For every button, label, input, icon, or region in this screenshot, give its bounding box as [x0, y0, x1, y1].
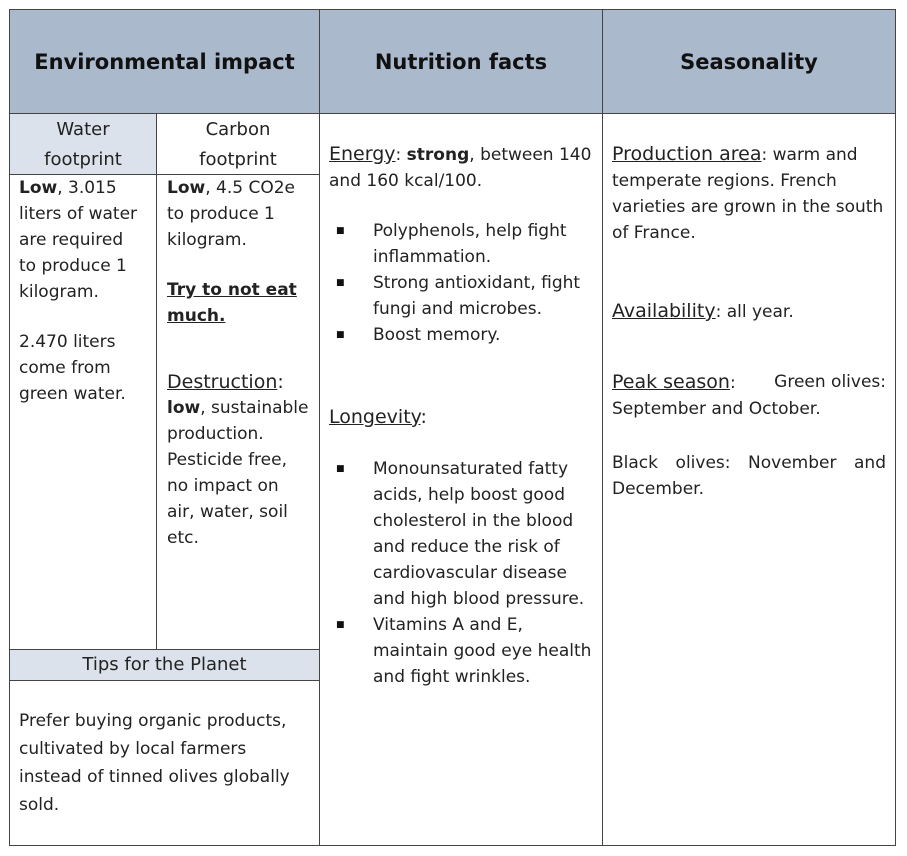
- longevity-bullet-list: Monounsaturated fatty acids, help boost g…: [329, 456, 599, 690]
- water-title-line1: Water: [56, 119, 110, 140]
- header-seasonality: Seasonality: [602, 9, 896, 114]
- energy-colon: :: [395, 145, 407, 165]
- carbon-low-text: , 4.5 CO2e: [205, 178, 295, 198]
- header-environmental-impact: Environmental impact: [9, 9, 320, 114]
- production-line3: varieties are grown in the south: [612, 197, 884, 217]
- destruction-label: Destruction: [167, 371, 278, 393]
- energy-bullet-list: Polyphenols, help fight inflammation. Str…: [329, 218, 599, 348]
- longevity-bullet-vitamins: Vitamins A and E, maintain good eye healt…: [329, 612, 599, 690]
- seasonality-text: Production area: warm and temperate regi…: [612, 141, 886, 502]
- water-footprint-text: Low, 3.015 liters of water are required …: [19, 175, 153, 407]
- tips-line2: cultivated by local farmers: [19, 739, 247, 759]
- energy-bullet-antioxidant: Strong antioxidant, fight fungi and micro…: [329, 270, 599, 322]
- tips-line1: Prefer buying organic products,: [19, 711, 287, 731]
- carbon-line3: kilogram.: [167, 230, 247, 250]
- availability-colon: :: [715, 302, 722, 322]
- water-line3: are required: [19, 230, 124, 250]
- nutrition-text: Energy: strong, between 140 and 160 kcal…: [329, 141, 599, 690]
- tips-header: Tips for the Planet: [9, 649, 320, 681]
- carbon-title-line2: footprint: [199, 149, 277, 170]
- destruction-line6: etc.: [167, 528, 199, 548]
- carbon-footprint-text: Low, 4.5 CO2e to produce 1 kilogram. Try…: [167, 175, 317, 551]
- header-nutrition-label: Nutrition facts: [374, 49, 548, 74]
- water-green-line1: 2.470 liters: [19, 332, 116, 352]
- bullet-text-line: Polyphenols, help fight: [373, 221, 567, 241]
- peak-colon: :: [729, 373, 736, 393]
- bullet-text-line: maintain good eye health: [373, 641, 592, 661]
- bullet-text-line: acids, help boost good: [373, 485, 565, 505]
- energy-bullet-polyphenols: Polyphenols, help fight inflammation.: [329, 218, 599, 270]
- longevity-colon: :: [420, 406, 427, 428]
- production-area-label: Production area: [612, 143, 762, 165]
- carbon-footprint-cell: [156, 174, 320, 650]
- water-low-text: , 3.015: [57, 178, 117, 198]
- carbon-tip-line2: much.: [167, 306, 226, 326]
- production-colon: :: [761, 145, 768, 165]
- bullet-text-line: and high blood pressure.: [373, 589, 585, 609]
- energy-bullet-memory: Boost memory.: [329, 322, 599, 348]
- destruction-line2: production.: [167, 424, 264, 444]
- peak-season-label: Peak season: [612, 371, 730, 393]
- energy-rest: , between 140: [469, 145, 592, 165]
- water-green-line3: green water.: [19, 384, 126, 404]
- tips-text: Prefer buying organic products, cultivat…: [19, 707, 317, 819]
- destruction-line4: no impact on: [167, 476, 279, 496]
- production-line2: temperate regions. French: [612, 171, 837, 191]
- availability-rest: all year.: [721, 302, 794, 322]
- water-green-line2: come from: [19, 358, 111, 378]
- header-nutrition-facts: Nutrition facts: [319, 9, 603, 114]
- water-low-label: Low: [19, 178, 58, 198]
- longevity-bullet-monounsaturated: Monounsaturated fatty acids, help boost g…: [329, 456, 599, 612]
- water-line5: kilogram.: [19, 282, 99, 302]
- seasonality-cell: [602, 113, 896, 846]
- water-line2: liters of water: [19, 204, 138, 224]
- destruction-low: low: [167, 398, 201, 418]
- destruction-line3: Pesticide free,: [167, 450, 287, 470]
- destruction-line1-rest: , sustainable: [200, 398, 309, 418]
- peak-line1-rest: Green olives:: [774, 372, 886, 392]
- tips-cell: [9, 680, 320, 846]
- bullet-text-line: Vitamins A and E,: [373, 615, 523, 635]
- production-line4: of France.: [612, 223, 696, 243]
- availability-label: Availability: [612, 300, 716, 322]
- bullet-text-line: cardiovascular disease: [373, 563, 567, 583]
- water-line4: to produce 1: [19, 256, 127, 276]
- carbon-title-line1: Carbon: [205, 119, 271, 140]
- bullet-text-line: Monounsaturated fatty: [373, 459, 569, 479]
- energy-label: Energy: [329, 143, 396, 165]
- energy-strong: strong: [406, 145, 470, 165]
- tips-title: Tips for the Planet: [82, 654, 247, 675]
- water-footprint-header: Water footprint: [9, 113, 157, 175]
- bullet-text-line: Strong antioxidant, fight: [373, 273, 581, 293]
- carbon-line2: to produce 1: [167, 204, 275, 224]
- header-seasonality-label: Seasonality: [680, 49, 818, 74]
- bullet-text-line: Boost memory.: [373, 325, 501, 345]
- destruction-colon: :: [277, 371, 284, 393]
- bullet-text-line: cholesterol in the blood: [373, 511, 574, 531]
- black-olives-line2: December.: [612, 479, 704, 499]
- bullet-text-line: inflammation.: [373, 247, 492, 267]
- destruction-line5: air, water, soil: [167, 502, 288, 522]
- water-title-line2: footprint: [44, 149, 122, 170]
- black-olives-line1: Black olives: November and: [612, 453, 886, 473]
- energy-line2: and 160 kcal/100.: [329, 171, 483, 191]
- longevity-label: Longevity: [329, 406, 421, 428]
- peak-line2: September and October.: [612, 399, 821, 419]
- production-line1-rest: warm and: [767, 145, 858, 165]
- carbon-footprint-header: Carbon footprint: [156, 113, 320, 175]
- bullet-text-line: fungi and microbes.: [373, 299, 542, 319]
- carbon-low-label: Low: [167, 178, 206, 198]
- tips-line4: sold.: [19, 795, 60, 815]
- water-footprint-cell: [9, 174, 157, 650]
- tips-line3: instead of tinned olives globally: [19, 767, 290, 787]
- bullet-text-line: and reduce the risk of: [373, 537, 560, 557]
- header-environmental-label: Environmental impact: [34, 49, 295, 74]
- carbon-tip-line1: Try to not eat: [167, 280, 297, 300]
- bullet-text-line: and fight wrinkles.: [373, 667, 531, 687]
